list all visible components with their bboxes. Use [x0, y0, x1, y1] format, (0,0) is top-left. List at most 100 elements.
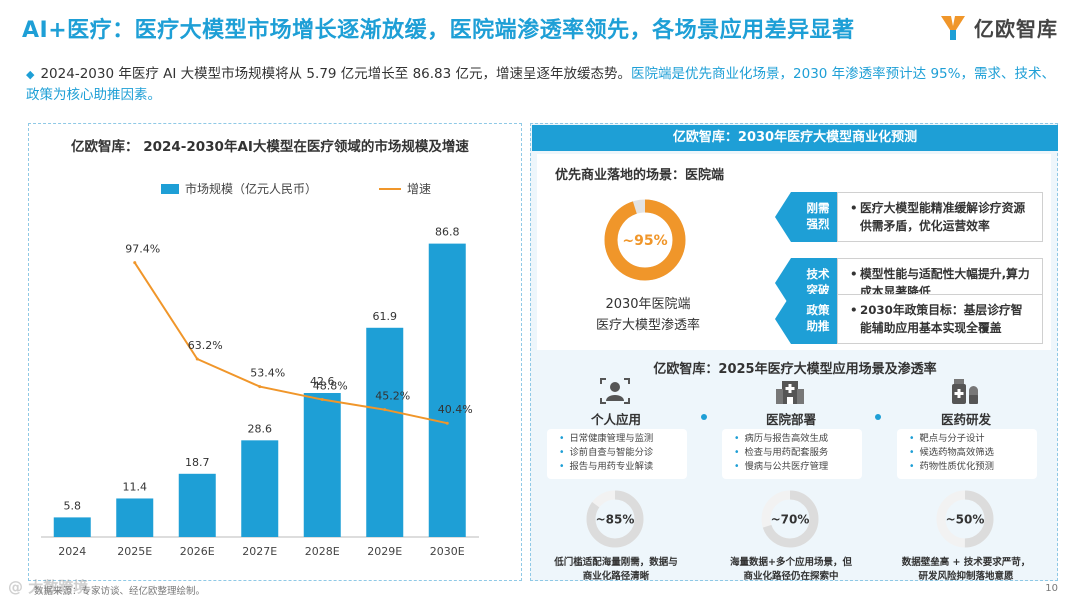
separator-dot: [701, 414, 707, 420]
scene-name: 个人应用: [590, 412, 641, 427]
brand-logo: 亿欧智库: [938, 12, 1058, 42]
page-title: AI+医疗：医疗大模型市场增长逐渐放缓，医院端渗透率领先，各场景应用差异显著: [22, 18, 855, 43]
bar-value-label: 5.8: [64, 499, 82, 512]
bar: [178, 473, 216, 537]
scene-note: 低门槛适配海量刚需，数据与 商业化路径清晰: [554, 557, 678, 582]
donut-caption: 2030年医院端 医疗大模型渗透率: [573, 294, 723, 336]
summary-highlight: 医院端是优先商业化场景，2030 年渗透率预计达 95%，需求、技术、政策为核心…: [26, 66, 1055, 103]
list-item: 病历与报告高效生成: [734, 432, 858, 446]
diamond-icon: ◆: [26, 68, 35, 81]
scene-list: 病历与报告高效生成 检查与用药配套服务 慢病与公共医疗管理: [722, 429, 862, 479]
scene-donut: ~85%: [586, 490, 644, 548]
market-chart: 5.8 2024 11.4 2025E 18.7 2026E 28.6 2027E 42.6 20…: [41, 226, 479, 558]
scenes-title: 亿欧智库：2025年医疗大模型应用场景及渗透率: [653, 362, 937, 377]
hospital-penetration-donut: ~95%: [604, 199, 686, 281]
growth-label: 53.4%: [250, 367, 285, 380]
chevron-left-icon: [775, 294, 845, 344]
summary-plain: 2024-2030 年医疗 AI 大模型市场规模将从 5.79 亿元增长至 86…: [40, 66, 632, 82]
donut-fill: [586, 490, 644, 548]
bar: [366, 327, 404, 537]
list-item: 检查与用药配套服务: [734, 446, 858, 460]
donut-fill: [604, 199, 686, 281]
logo-icon: [941, 16, 965, 40]
list-item: 诊前自查与智能分诊: [559, 446, 683, 460]
summary-bullet: ◆ 2024-2030 年医疗 AI 大模型市场规模将从 5.79 亿元增长至 8…: [26, 64, 1056, 105]
driver-tag: 刚需 强烈: [806, 201, 830, 231]
driver-tag: 技术 突破: [806, 267, 830, 297]
donut-value: ~50%: [946, 512, 985, 526]
growth-label: 40.4%: [438, 403, 473, 416]
scene-note: 数据壁垒高 + 技术要求严苛， 研发风险抑制落地意愿: [901, 557, 1031, 582]
forecast-header: 亿欧智库：2030年医疗大模型商业化预测: [532, 125, 1058, 151]
chart-title: 亿欧智库： 2024-2030年AI大模型在医疗领域的市场规模及增速: [71, 139, 469, 155]
scene-name: 医院部署: [765, 412, 816, 427]
donut-value: ~95%: [622, 233, 667, 249]
chevron-left-icon: [775, 192, 845, 242]
bar: [241, 440, 279, 537]
x-tick-label: 2030E: [430, 545, 465, 558]
hospital-icon: [776, 381, 804, 404]
priority-scene-label: 优先商业落地的场景：医院端: [555, 168, 725, 183]
bar: [428, 243, 466, 537]
x-tick-label: 2024: [58, 545, 86, 558]
growth-label: 63.2%: [188, 339, 223, 352]
logo-text: 亿欧智库: [974, 16, 1058, 41]
x-tick-label: 2026E: [180, 545, 215, 558]
driver-demand: 刚需 强烈 • 医疗大模型能精准缓解诊疗资源供需矛盾，优化运营效率: [775, 192, 1045, 242]
growth-point: [320, 398, 324, 402]
growth-line: [133, 262, 448, 425]
x-tick-label: 2029E: [367, 545, 402, 558]
scene-name: 医药研发: [940, 412, 991, 427]
legend-bar-swatch: [161, 183, 179, 194]
medicine-icon: [952, 379, 978, 404]
growth-point: [383, 408, 387, 412]
scene-donut: ~50%: [936, 490, 994, 548]
forecast-panel: 亿欧智库：2030年医疗大模型商业化预测 优先商业落地的场景：医院端 ~95% …: [530, 123, 1058, 582]
driver-text: 2030年政策目标：基层诊疗智能辅助应用基本实现全覆盖: [860, 303, 1023, 335]
scene-list: 日常健康管理与监测 诊前自查与智能分诊 报告与用药专业解读: [547, 429, 687, 479]
bar-value-label: 18.7: [185, 456, 210, 469]
driver-text-box: • 2030年政策目标：基层诊疗智能辅助应用基本实现全覆盖: [837, 294, 1043, 344]
bar: [303, 393, 341, 537]
legend-bar-label: 市场规模（亿元人民币）: [185, 182, 318, 196]
scene-list: 靶点与分子设计 候选药物高效筛选 药物性质优化预测: [897, 429, 1037, 479]
forecast-top-card: 优先商业落地的场景：医院端 ~95% 2030年医院端 医疗大模型渗透率 刚需强…: [537, 154, 1051, 350]
person-icon: [600, 378, 630, 404]
growth-point: [195, 357, 199, 361]
driver-policy: 政策 助推 • 2030年政策目标：基层诊疗智能辅助应用基本实现全覆盖: [775, 294, 1045, 344]
donut-fill: [761, 490, 819, 548]
bar: [116, 498, 154, 537]
donut-value: ~70%: [771, 512, 810, 526]
legend-line-label: 增速: [407, 182, 432, 196]
source-note: 数据来源：专家访谈、经亿欧整理绘制。: [34, 586, 206, 597]
bar: [53, 517, 91, 537]
list-item: 靶点与分子设计: [909, 432, 1033, 446]
growth-label: 48.8%: [313, 380, 348, 393]
market-chart-panel: 亿欧智库： 2024-2030年AI大模型在医疗领域的市场规模及增速 市场规模（…: [28, 123, 522, 581]
growth-point: [133, 261, 137, 265]
x-tick-label: 2028E: [305, 545, 340, 558]
growth-label: 97.4%: [125, 243, 160, 256]
donut-caption-line-1: 2030年医院端: [605, 297, 691, 312]
bar-value-label: 42.6: [310, 375, 335, 388]
donut-fill: [936, 490, 994, 548]
driver-text: 医疗大模型能精准缓解诊疗资源供需矛盾，优化运营效率: [860, 201, 1026, 233]
scene-donut: ~70%: [761, 490, 819, 548]
donut-value: ~85%: [596, 512, 635, 526]
driver-text-box: • 医疗大模型能精准缓解诊疗资源供需矛盾，优化运营效率: [837, 192, 1043, 242]
bar-value-label: 28.6: [248, 422, 273, 435]
legend-line-swatch: [379, 187, 402, 190]
separator-dot: [875, 414, 881, 420]
watermark: @ 大数跨境: [8, 578, 89, 596]
bar-value-label: 86.8: [435, 226, 460, 239]
x-tick-label: 2025E: [117, 545, 152, 558]
x-tick-label: 2027E: [242, 545, 277, 558]
bar-value-label: 11.4: [123, 480, 148, 493]
donut-caption-line-2: 医疗大模型渗透率: [595, 318, 700, 333]
page-number: 10: [1045, 583, 1058, 594]
growth-point: [445, 421, 449, 425]
list-item: 药物性质优化预测: [909, 460, 1033, 474]
driver-tag: 政策 助推: [806, 303, 830, 333]
bar-value-label: 61.9: [373, 310, 398, 323]
chart-legend: 市场规模（亿元人民币） 增速: [161, 180, 431, 197]
